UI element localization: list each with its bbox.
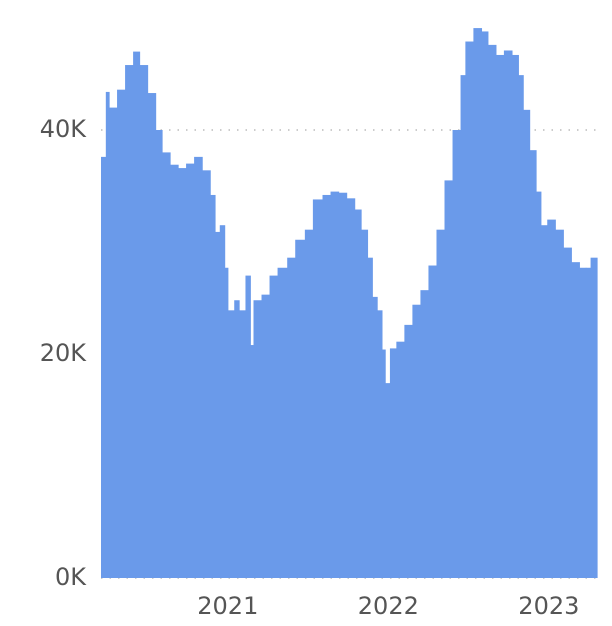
bar xyxy=(224,267,229,578)
bar xyxy=(555,229,564,578)
bar xyxy=(109,107,118,578)
bar xyxy=(487,44,497,578)
bar xyxy=(202,170,211,578)
bar xyxy=(428,265,438,578)
y-tick-label: 20K xyxy=(40,339,88,367)
bar xyxy=(227,310,235,578)
bar xyxy=(105,91,110,579)
bar xyxy=(330,191,340,578)
bar xyxy=(381,349,386,578)
bar xyxy=(529,150,537,578)
bar xyxy=(117,89,126,579)
bar xyxy=(295,239,306,578)
bar xyxy=(161,152,171,578)
bar xyxy=(133,51,141,579)
bar xyxy=(354,209,362,578)
bar xyxy=(420,290,430,578)
bar xyxy=(361,229,369,578)
bar xyxy=(338,192,348,578)
bar xyxy=(385,383,391,578)
bar xyxy=(101,156,107,578)
bar xyxy=(563,247,572,578)
bar xyxy=(346,198,356,578)
bar xyxy=(219,225,226,578)
bar xyxy=(460,75,466,579)
x-tick-label: 2023 xyxy=(518,592,579,620)
bar xyxy=(590,257,598,578)
bar xyxy=(312,199,324,578)
bar xyxy=(436,229,446,578)
bar xyxy=(155,130,163,578)
bar xyxy=(389,348,397,578)
bar xyxy=(465,41,475,578)
bar xyxy=(396,341,405,578)
bar xyxy=(304,229,314,578)
bar xyxy=(473,28,483,578)
bar xyxy=(245,275,251,578)
y-tick-label: 0K xyxy=(55,563,87,591)
bar xyxy=(186,163,195,578)
bar xyxy=(214,231,221,579)
bar xyxy=(170,164,179,578)
bar xyxy=(404,324,414,578)
bar xyxy=(452,130,462,578)
bar xyxy=(194,156,203,578)
bar xyxy=(495,54,505,578)
bar xyxy=(147,93,157,578)
bar xyxy=(481,31,489,578)
bar xyxy=(322,194,332,578)
bar xyxy=(178,168,187,578)
y-tick-label: 40K xyxy=(40,115,88,143)
bar xyxy=(234,300,240,578)
bar xyxy=(372,296,378,578)
bar xyxy=(540,225,548,578)
bar xyxy=(277,267,288,578)
x-tick-label: 2021 xyxy=(197,592,258,620)
bar xyxy=(536,191,542,578)
bar xyxy=(261,294,271,578)
bar xyxy=(210,194,216,578)
bar xyxy=(503,50,513,579)
bar xyxy=(287,257,296,578)
bar xyxy=(511,54,519,578)
bar xyxy=(518,75,524,579)
bar xyxy=(571,262,580,578)
bar xyxy=(585,267,592,578)
bar xyxy=(253,300,263,578)
bar xyxy=(377,310,383,578)
x-tick-label: 2022 xyxy=(358,592,419,620)
bar xyxy=(239,310,247,578)
bar xyxy=(444,180,454,578)
bar xyxy=(523,109,531,578)
bar xyxy=(579,267,587,578)
bar xyxy=(125,65,134,579)
bar xyxy=(412,304,422,578)
bar xyxy=(139,65,149,579)
bar xyxy=(269,275,279,578)
bar xyxy=(250,345,255,578)
bar xyxy=(367,257,373,578)
bar xyxy=(547,219,556,578)
